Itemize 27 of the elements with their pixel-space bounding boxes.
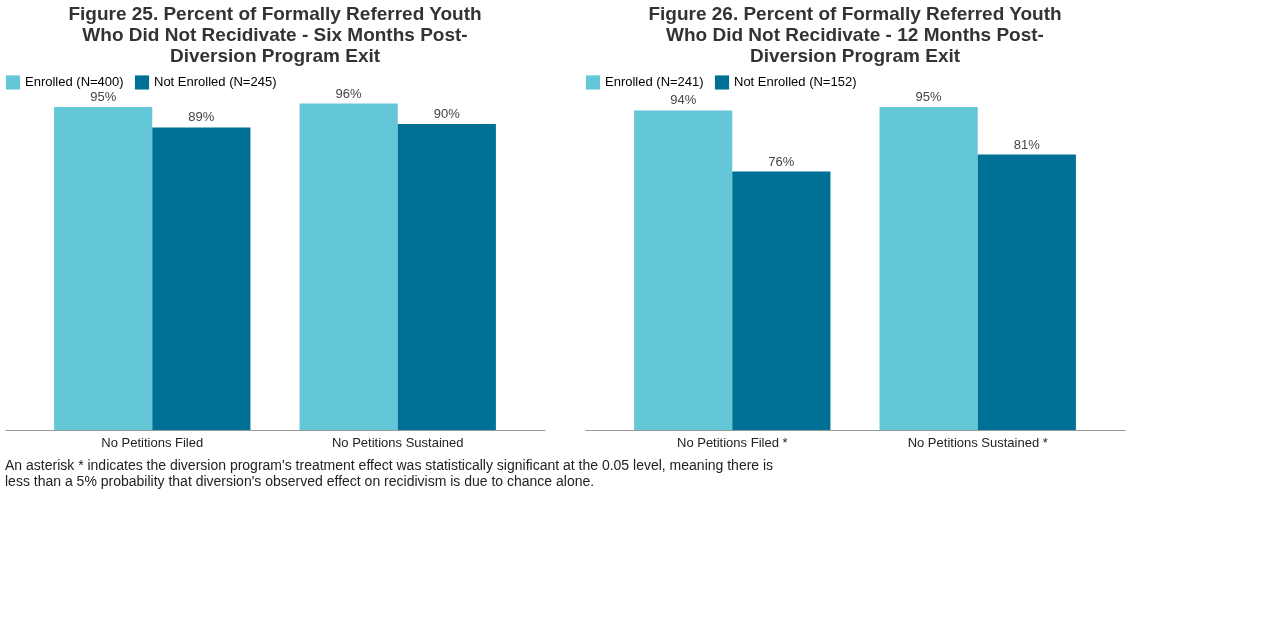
data-label: 95% <box>915 89 943 104</box>
bar <box>732 171 831 430</box>
data-label: 96% <box>335 85 363 101</box>
chart-title: Figure 25. Percent of Formally Referred Youth Who Did Not Recidivate - Six Months Post- Diversion Program Exit <box>68 3 482 66</box>
bar <box>152 127 251 430</box>
bar <box>397 124 496 430</box>
bar <box>879 107 978 430</box>
data-label: 95% <box>90 89 117 104</box>
data-label: 76% <box>768 153 795 169</box>
data-label: 89% <box>188 109 215 125</box>
legend-label: Enrolled (N=400) <box>25 74 124 90</box>
bar <box>634 110 733 430</box>
bar <box>54 107 153 430</box>
bar <box>977 154 1076 430</box>
data-label: 81% <box>1013 136 1041 152</box>
bar <box>299 103 398 430</box>
legend-label: Not Enrolled (N=245) <box>154 74 277 90</box>
data-label: 94% <box>670 92 697 108</box>
legend-label: Not Enrolled (N=152) <box>734 74 857 90</box>
legend-label: Enrolled (N=241) <box>605 74 704 90</box>
chart-title: Figure 26. Percent of Formally Referred Youth Who Did Not Recidivate - 12 Months Post- Diversion Program Exit <box>648 3 1062 66</box>
x-tick-label: No Petitions Sustained <box>331 434 464 450</box>
data-label: 90% <box>433 106 461 121</box>
x-tick-label: No Petitions Filed <box>101 434 204 450</box>
x-tick-label: No Petitions Filed * <box>676 434 788 450</box>
x-tick-label: No Petitions Sustained * <box>907 434 1048 450</box>
text: An asterisk * indicates the diversion program's treatment effect was statistically significant at the 0.05 level, meaning there is less than a 5% probability that diversion's observed effect on recidivism is due to chance alone. <box>5 457 774 489</box>
